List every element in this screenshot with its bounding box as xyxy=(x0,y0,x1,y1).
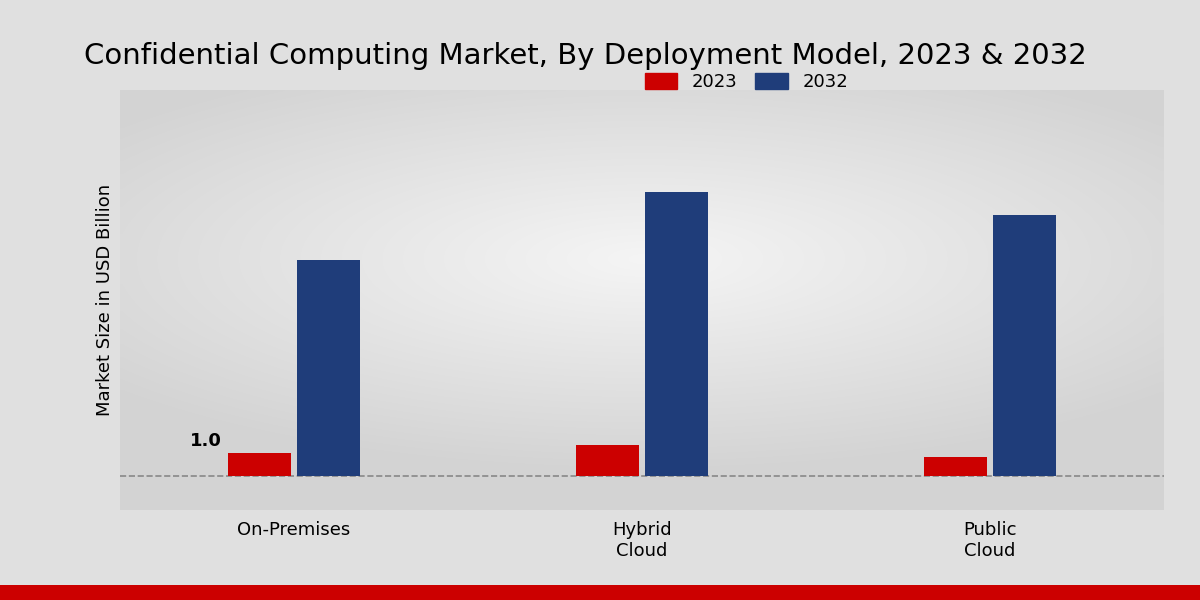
Bar xyxy=(576,445,638,476)
Text: Confidential Computing Market, By Deployment Model, 2023 & 2032: Confidential Computing Market, By Deploy… xyxy=(84,42,1087,70)
Legend: 2023, 2032: 2023, 2032 xyxy=(637,65,856,98)
Bar xyxy=(228,453,290,476)
Bar xyxy=(646,192,708,476)
Text: 1.0: 1.0 xyxy=(190,433,222,451)
Bar xyxy=(994,215,1056,476)
Y-axis label: Market Size in USD Billion: Market Size in USD Billion xyxy=(96,184,114,416)
Bar xyxy=(298,260,360,476)
Bar xyxy=(924,457,986,476)
